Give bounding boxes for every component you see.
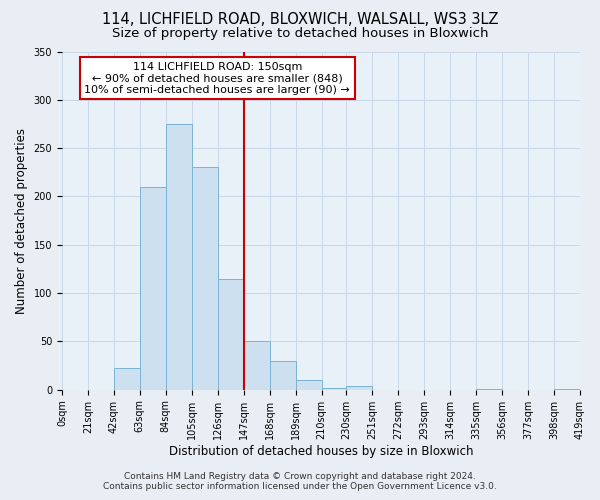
Bar bbox=[114, 368, 140, 390]
Bar bbox=[296, 380, 322, 390]
Bar bbox=[346, 386, 372, 390]
X-axis label: Distribution of detached houses by size in Bloxwich: Distribution of detached houses by size … bbox=[169, 444, 473, 458]
Y-axis label: Number of detached properties: Number of detached properties bbox=[15, 128, 28, 314]
Bar bbox=[476, 389, 502, 390]
Text: 114, LICHFIELD ROAD, BLOXWICH, WALSALL, WS3 3LZ: 114, LICHFIELD ROAD, BLOXWICH, WALSALL, … bbox=[102, 12, 498, 28]
Bar bbox=[166, 124, 192, 390]
Text: Contains HM Land Registry data © Crown copyright and database right 2024.
Contai: Contains HM Land Registry data © Crown c… bbox=[103, 472, 497, 491]
Bar bbox=[192, 168, 218, 390]
Bar bbox=[218, 278, 244, 390]
Bar bbox=[322, 388, 346, 390]
Bar bbox=[244, 342, 269, 390]
Text: Size of property relative to detached houses in Bloxwich: Size of property relative to detached ho… bbox=[112, 28, 488, 40]
Bar bbox=[269, 360, 296, 390]
Bar bbox=[140, 187, 166, 390]
Text: 114 LICHFIELD ROAD: 150sqm
← 90% of detached houses are smaller (848)
10% of sem: 114 LICHFIELD ROAD: 150sqm ← 90% of deta… bbox=[85, 62, 350, 95]
Bar bbox=[554, 389, 580, 390]
